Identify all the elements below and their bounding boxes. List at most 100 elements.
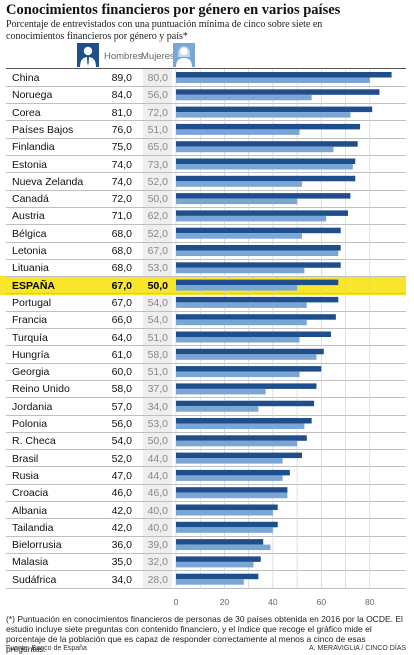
value-mujeres: 53,0: [147, 418, 168, 430]
value-mujeres: 72,0: [147, 106, 168, 119]
value-hombres: 67,0: [111, 296, 132, 309]
bar-hombres: [176, 383, 317, 389]
bar-hombres: [176, 227, 341, 234]
country-label: Bielorrusia: [12, 539, 62, 552]
country-label: Croacia: [12, 487, 49, 500]
bar-hombres: [176, 435, 307, 441]
value-mujeres: 51,0: [147, 366, 168, 379]
bar-mujeres: [176, 181, 302, 187]
value-mujeres: 50,0: [147, 435, 168, 448]
bar-mujeres: [176, 388, 266, 395]
value-hombres: 68,0: [111, 227, 132, 240]
bar-mujeres: [176, 267, 305, 274]
value-mujeres: 54,0: [147, 314, 168, 327]
country-label: Jordania: [12, 400, 53, 413]
bar-mujeres: [176, 337, 300, 343]
row-separator: [6, 587, 406, 589]
row-separator: [6, 414, 406, 416]
x-tick-label: 80: [365, 597, 375, 607]
row-separator: [6, 172, 406, 174]
bar-hombres: [176, 521, 278, 528]
value-mujeres: 37,0: [147, 383, 168, 396]
value-mujeres: 62,0: [147, 210, 168, 223]
value-hombres: 67,0: [111, 279, 132, 292]
value-hombres: 81,0: [111, 106, 132, 119]
country-label: Hungría: [12, 348, 50, 361]
x-tick-label: 20: [220, 597, 230, 607]
value-hombres: 68,0: [111, 245, 132, 257]
row-separator: [6, 397, 406, 399]
value-hombres: 35,0: [111, 556, 132, 569]
bar-mujeres: [176, 250, 339, 256]
row-separator: [6, 379, 406, 381]
value-mujeres: 44,0: [147, 469, 168, 482]
country-label: Portugal: [12, 296, 52, 309]
row-separator: [6, 501, 406, 502]
row-separator: [6, 466, 406, 468]
value-hombres: 84,0: [111, 89, 132, 102]
bar-mujeres: [176, 77, 370, 83]
bar-mujeres: [176, 440, 298, 447]
value-mujeres: 51,0: [147, 331, 168, 344]
value-mujeres: 34,0: [147, 400, 168, 413]
value-hombres: 64,0: [111, 331, 132, 344]
bar-hombres: [176, 366, 322, 372]
bar-hombres: [176, 539, 264, 545]
source: Fuente: Banco de España: [6, 645, 87, 652]
x-tick-label: 40: [268, 597, 278, 607]
footnote: (*) Puntuación en conocimientos financie…: [6, 614, 403, 654]
country-label: Rusia: [12, 469, 39, 482]
bar-mujeres: [176, 423, 305, 429]
bar-mujeres: [176, 146, 334, 153]
value-hombres: 47,0: [111, 469, 132, 482]
bar-hombres: [176, 106, 373, 113]
legend-hombres: Hombres: [104, 51, 143, 62]
value-mujeres: 51,0: [147, 123, 168, 136]
value-hombres: 72,0: [111, 193, 132, 206]
country-label: Albania: [12, 504, 48, 517]
row-separator: [6, 85, 406, 87]
man-icon: [77, 43, 99, 67]
value-mujeres: 56,0: [147, 89, 168, 102]
value-hombres: 36,0: [111, 539, 132, 552]
bar-mujeres: [176, 579, 244, 585]
value-hombres: 56,0: [111, 418, 132, 430]
bar-mujeres: [176, 198, 298, 205]
bar-hombres: [176, 72, 392, 78]
country-label: Letonia: [12, 245, 47, 257]
value-hombres: 34,0: [111, 573, 132, 586]
bar-mujeres: [176, 215, 327, 222]
bar-hombres: [176, 296, 339, 303]
row-separator: [6, 483, 406, 485]
country-label: Tailandia: [12, 521, 54, 534]
bar-hombres: [176, 504, 278, 510]
bar-mujeres: [176, 94, 312, 101]
country-label: Canadá: [12, 193, 49, 206]
value-mujeres: 32,0: [147, 556, 168, 569]
country-label: Lituania: [12, 262, 49, 275]
row-separator: [6, 535, 406, 537]
value-hombres: 71,0: [111, 210, 132, 223]
row-separator: [6, 276, 406, 278]
bar-mujeres: [176, 492, 288, 499]
bar-mujeres: [176, 233, 302, 239]
bar-mujeres: [176, 319, 307, 326]
bar-mujeres: [176, 561, 254, 568]
bar-hombres: [176, 314, 336, 320]
country-label: Turquía: [12, 331, 48, 344]
value-mujeres: 39,0: [147, 539, 168, 552]
row-separator: [6, 137, 406, 139]
value-hombres: 74,0: [111, 175, 132, 188]
value-hombres: 75,0: [111, 141, 132, 154]
bar-hombres: [176, 452, 302, 459]
value-hombres: 74,0: [111, 158, 132, 171]
value-hombres: 42,0: [111, 504, 132, 517]
chart-title: Conocimientos financieros por género en …: [6, 2, 341, 18]
bar-hombres: [176, 279, 339, 286]
bar-hombres: [176, 556, 261, 562]
value-mujeres: 44,0: [147, 452, 168, 465]
bar-mujeres: [176, 510, 273, 516]
value-mujeres: 54,0: [147, 296, 168, 309]
value-hombres: 66,0: [111, 314, 132, 327]
